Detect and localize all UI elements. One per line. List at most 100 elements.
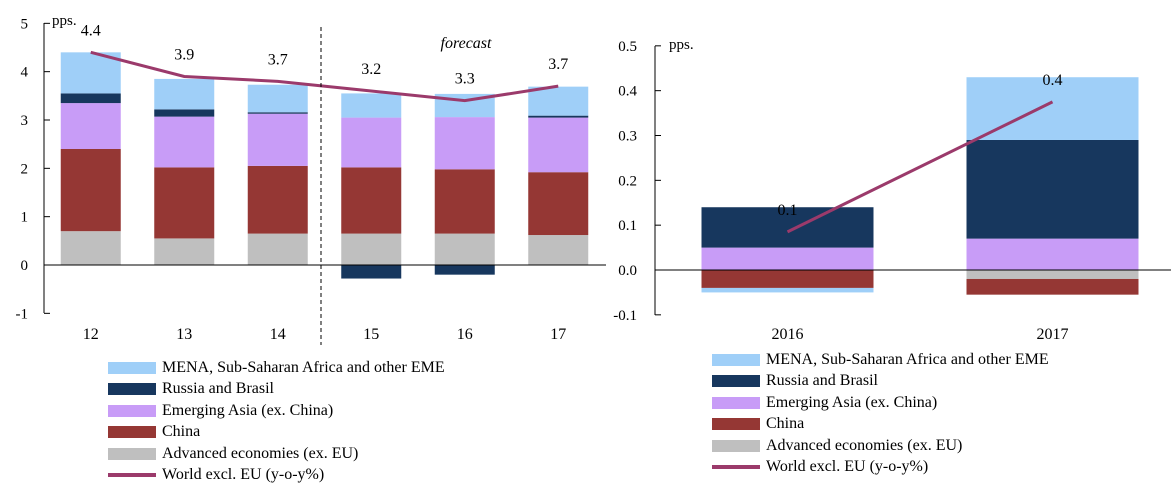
bar-mena-14 bbox=[248, 85, 308, 113]
legend-swatch bbox=[712, 465, 760, 469]
unit-label-1: pps. bbox=[669, 37, 694, 53]
x-tick-label-0: 16 bbox=[457, 326, 473, 343]
bar-asia-2017 bbox=[967, 239, 1139, 270]
data-label-0: 3.7 bbox=[548, 56, 568, 73]
legend-item-russia: Russia and Brasil bbox=[712, 371, 1049, 393]
bar-china-2016 bbox=[702, 270, 874, 288]
bar-advanced-14 bbox=[248, 234, 308, 265]
bar-russia-15 bbox=[341, 265, 401, 279]
bar-mena-17 bbox=[528, 87, 588, 116]
bar-russia-12 bbox=[61, 93, 121, 103]
data-label-0: 3.3 bbox=[455, 71, 475, 88]
legend-label: Emerging Asia (ex. China) bbox=[162, 402, 333, 420]
bar-asia-14 bbox=[248, 114, 308, 166]
y-tick-label-1: 0.1 bbox=[618, 218, 637, 234]
forecast-label: forecast bbox=[441, 35, 493, 52]
data-label-1: 0.1 bbox=[778, 202, 798, 219]
y-tick-label-0: 5 bbox=[21, 16, 29, 32]
bar-russia-14 bbox=[248, 112, 308, 113]
bar-asia-13 bbox=[154, 117, 214, 168]
legend-swatch bbox=[108, 383, 156, 395]
bar-advanced-16 bbox=[435, 234, 495, 265]
bar-asia-12 bbox=[61, 103, 121, 149]
bar-china-16 bbox=[435, 169, 495, 233]
bar-china-14 bbox=[248, 166, 308, 234]
x-tick-label-0: 12 bbox=[83, 326, 99, 343]
x-tick-label-0: 17 bbox=[550, 326, 566, 343]
x-tick-label-0: 13 bbox=[176, 326, 192, 343]
bar-china-15 bbox=[341, 167, 401, 233]
bar-china-13 bbox=[154, 167, 214, 238]
bar-advanced-17 bbox=[528, 235, 588, 265]
y-tick-label-0: 1 bbox=[21, 210, 29, 226]
legend-label: World excl. EU (y-o-y%) bbox=[766, 458, 928, 476]
y-tick-label-1: 0.2 bbox=[618, 173, 637, 189]
unit-label-0: pps. bbox=[52, 13, 77, 29]
bar-asia-17 bbox=[528, 118, 588, 173]
legend-swatch bbox=[712, 375, 760, 387]
y-tick-label-0: 3 bbox=[21, 113, 29, 129]
legend-item-mena: MENA, Sub-Saharan Africa and other EME bbox=[712, 349, 1049, 371]
legend-label: Advanced economies (ex. EU) bbox=[766, 437, 962, 455]
data-label-1: 0.4 bbox=[1043, 72, 1063, 89]
bar-china-17 bbox=[528, 172, 588, 235]
bar-asia-15 bbox=[341, 118, 401, 168]
legend-right: MENA, Sub-Saharan Africa and other EME Ru… bbox=[712, 349, 1049, 478]
legend-item-advanced: Advanced economies (ex. EU) bbox=[108, 443, 445, 465]
bar-russia-2017 bbox=[967, 140, 1139, 239]
bar-asia-2016 bbox=[702, 248, 874, 270]
legend-label: World excl. EU (y-o-y%) bbox=[162, 466, 324, 484]
y-tick-label-1: 0.3 bbox=[618, 129, 637, 145]
legend-item-world: World excl. EU (y-o-y%) bbox=[108, 465, 445, 486]
bar-advanced-2017 bbox=[967, 270, 1139, 279]
x-tick-label-0: 14 bbox=[270, 326, 286, 343]
legend-label: Advanced economies (ex. EU) bbox=[162, 445, 358, 463]
legend-item-china: China bbox=[712, 414, 1049, 436]
bar-china-12 bbox=[61, 149, 121, 231]
legend-item-russia: Russia and Brasil bbox=[108, 379, 445, 401]
data-label-0: 3.2 bbox=[361, 61, 381, 78]
bar-advanced-13 bbox=[154, 238, 214, 265]
y-tick-label-0: 0 bbox=[21, 258, 29, 274]
bar-mena-13 bbox=[154, 79, 214, 109]
bar-russia-13 bbox=[154, 109, 214, 116]
legend-label: Emerging Asia (ex. China) bbox=[766, 394, 937, 412]
legend-swatch bbox=[108, 473, 156, 477]
y-tick-label-0: 2 bbox=[21, 161, 29, 177]
legend-swatch bbox=[712, 397, 760, 409]
x-tick-label-1: 2016 bbox=[772, 326, 804, 343]
y-tick-label-0: 4 bbox=[21, 65, 29, 81]
bar-advanced-15 bbox=[341, 234, 401, 265]
legend-label: Russia and Brasil bbox=[766, 372, 878, 390]
legend-swatch bbox=[108, 426, 156, 438]
x-tick-label-1: 2017 bbox=[1037, 326, 1069, 343]
x-tick-label-0: 15 bbox=[363, 326, 379, 343]
y-tick-label-1: 0.0 bbox=[618, 263, 637, 279]
legend-label: MENA, Sub-Saharan Africa and other EME bbox=[162, 359, 445, 377]
y-tick-label-1: 0.5 bbox=[618, 39, 637, 55]
bar-china-2017 bbox=[967, 279, 1139, 295]
bar-russia-16 bbox=[435, 265, 495, 275]
legend-swatch bbox=[712, 354, 760, 366]
legend-item-asia: Emerging Asia (ex. China) bbox=[108, 400, 445, 422]
legend-label: China bbox=[162, 423, 200, 441]
legend-swatch bbox=[108, 405, 156, 417]
legend-swatch bbox=[108, 448, 156, 460]
data-label-0: 3.7 bbox=[268, 51, 288, 68]
legend-item-advanced: Advanced economies (ex. EU) bbox=[712, 435, 1049, 457]
legend-label: China bbox=[766, 415, 804, 433]
legend-item-world: World excl. EU (y-o-y%) bbox=[712, 457, 1049, 479]
bar-russia-17 bbox=[528, 116, 588, 118]
bar-mena-2016 bbox=[702, 288, 874, 292]
bar-advanced-12 bbox=[61, 231, 121, 265]
bar-asia-16 bbox=[435, 117, 495, 169]
y-tick-label-0: -1 bbox=[16, 306, 29, 322]
legend-swatch bbox=[712, 440, 760, 452]
legend-swatch bbox=[108, 362, 156, 374]
data-label-0: 4.4 bbox=[81, 22, 101, 39]
data-label-0: 3.9 bbox=[174, 47, 194, 64]
y-tick-label-1: 0.4 bbox=[618, 84, 637, 100]
legend-left: MENA, Sub-Saharan Africa and other EME Ru… bbox=[108, 357, 445, 486]
legend-label: MENA, Sub-Saharan Africa and other EME bbox=[766, 351, 1049, 369]
legend-label: Russia and Brasil bbox=[162, 380, 274, 398]
